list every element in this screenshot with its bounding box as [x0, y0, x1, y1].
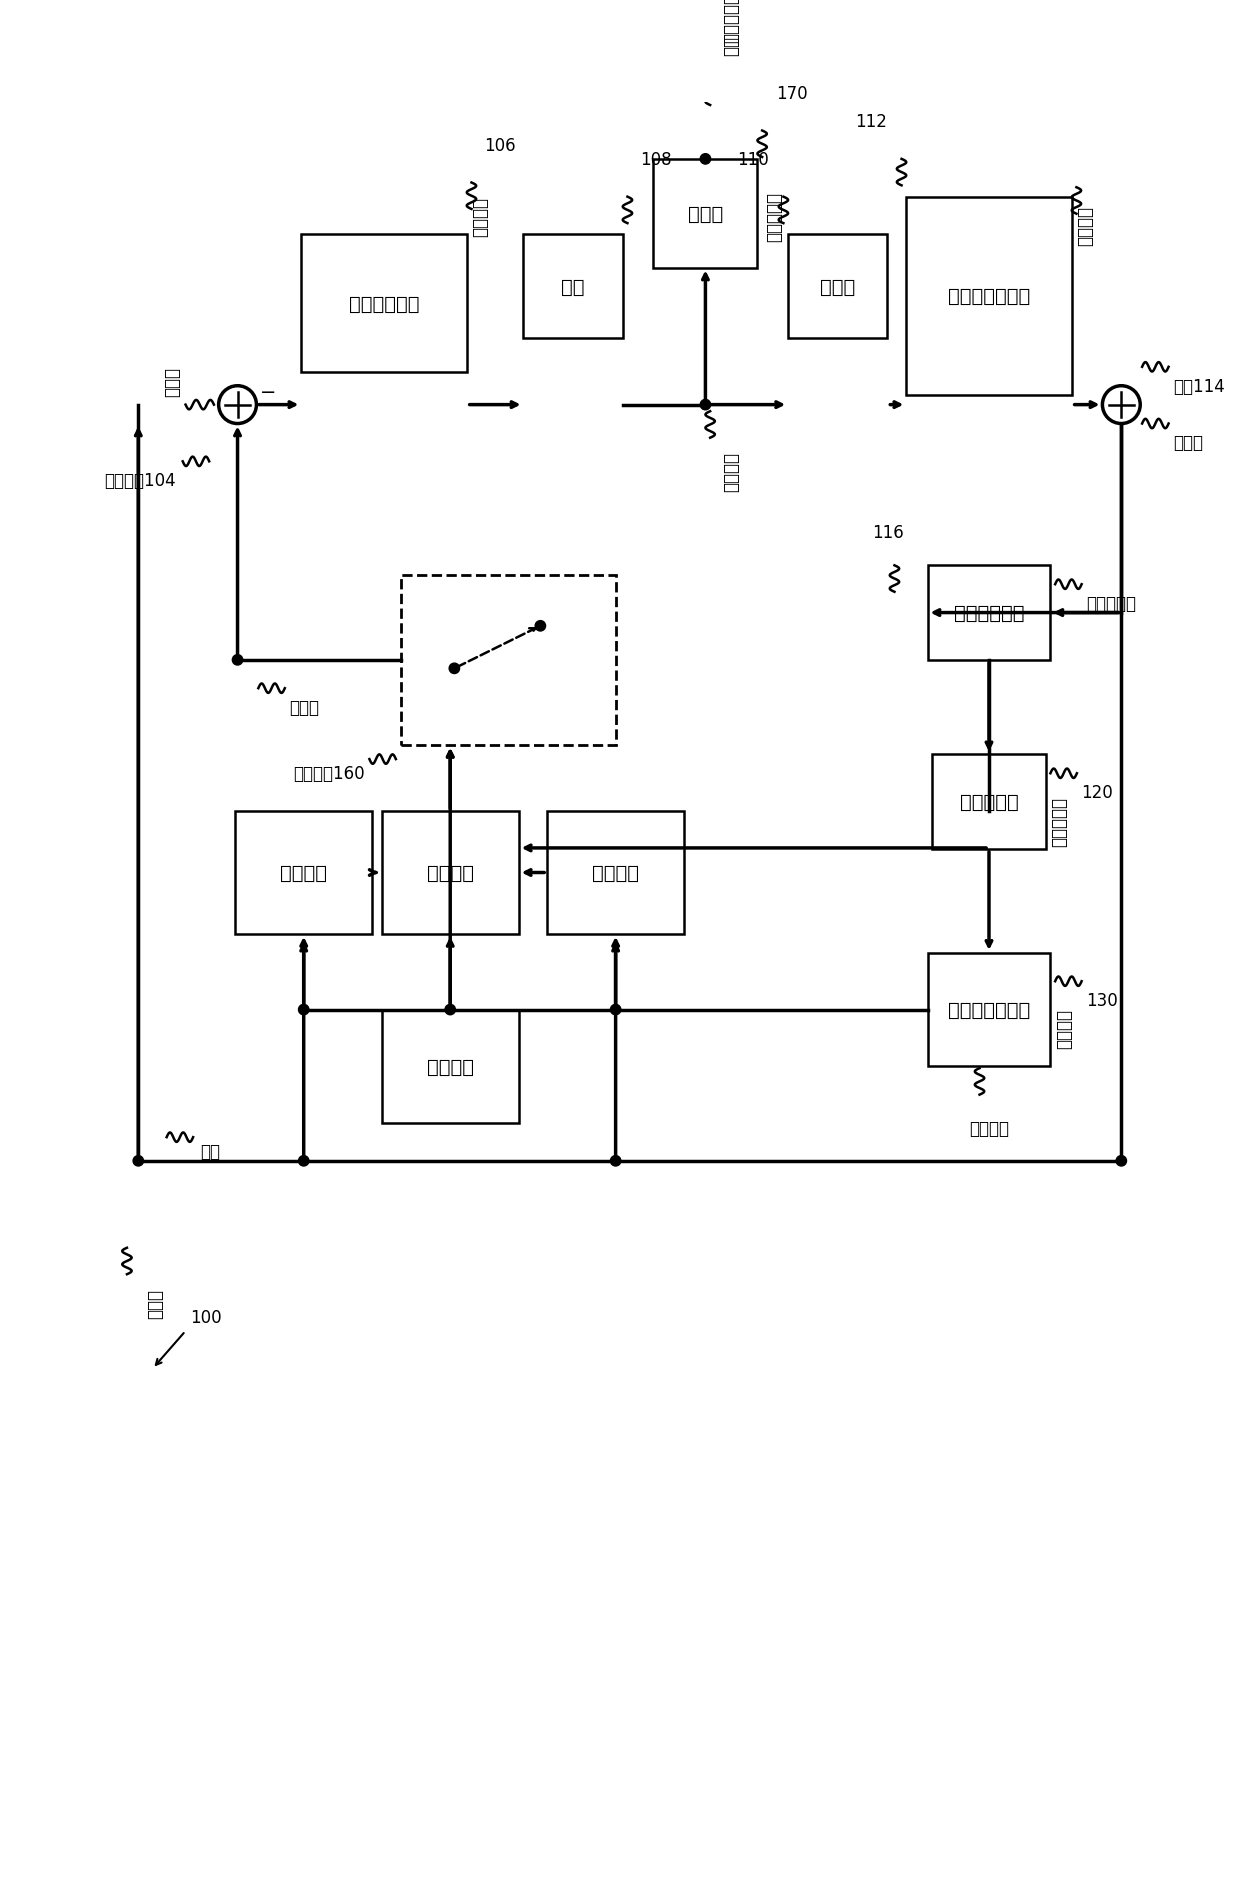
- Circle shape: [232, 655, 243, 666]
- Text: 解码图像缓冲器: 解码图像缓冲器: [947, 1001, 1030, 1020]
- Text: 130: 130: [1086, 992, 1118, 1009]
- Text: 量化系数: 量化系数: [723, 452, 740, 491]
- FancyBboxPatch shape: [523, 235, 622, 339]
- Circle shape: [449, 664, 460, 674]
- Text: 滤波后的块: 滤波后的块: [1050, 796, 1069, 847]
- Text: 重建114: 重建114: [1173, 378, 1225, 395]
- Text: 变换系数: 变换系数: [471, 196, 490, 237]
- Text: 变换（缩放）: 变换（缩放）: [348, 294, 419, 312]
- Text: 170: 170: [776, 85, 808, 104]
- Text: 量化: 量化: [562, 279, 585, 297]
- Text: 输出: 输出: [723, 36, 740, 56]
- FancyBboxPatch shape: [928, 954, 1050, 1067]
- Circle shape: [701, 401, 711, 410]
- FancyBboxPatch shape: [236, 811, 372, 935]
- Text: 解码图像: 解码图像: [1055, 1009, 1073, 1048]
- Circle shape: [1116, 1156, 1126, 1167]
- Circle shape: [299, 1156, 309, 1167]
- Text: 112: 112: [856, 113, 888, 132]
- Text: 帧间预测: 帧间预测: [427, 864, 474, 883]
- Text: （列）缓冲器: （列）缓冲器: [954, 604, 1024, 623]
- Circle shape: [701, 154, 711, 166]
- FancyBboxPatch shape: [932, 755, 1045, 849]
- Text: 重建块: 重建块: [1173, 435, 1203, 452]
- Text: 编码图像数据: 编码图像数据: [723, 0, 740, 43]
- Text: 残差计算104: 残差计算104: [104, 472, 176, 489]
- Text: 解码图像: 解码图像: [968, 1120, 1009, 1137]
- Text: 120: 120: [1081, 783, 1114, 802]
- Text: 预测块: 预测块: [289, 698, 320, 717]
- Text: 残差块: 残差块: [162, 367, 181, 397]
- Text: 100: 100: [190, 1308, 222, 1327]
- Text: 116: 116: [872, 523, 904, 542]
- Text: 熵编码: 熵编码: [688, 205, 723, 224]
- Circle shape: [299, 1005, 309, 1014]
- Text: 环路滤波器: 环路滤波器: [960, 792, 1018, 811]
- FancyBboxPatch shape: [928, 566, 1050, 661]
- Text: 帧内估计: 帧内估计: [593, 864, 639, 883]
- Text: 106: 106: [484, 137, 516, 154]
- Text: 输入: 输入: [200, 1142, 219, 1161]
- Text: 参考像素点: 参考像素点: [1086, 595, 1136, 614]
- Circle shape: [610, 1005, 621, 1014]
- FancyBboxPatch shape: [906, 198, 1071, 395]
- FancyBboxPatch shape: [789, 235, 888, 339]
- Text: 110: 110: [738, 151, 769, 169]
- Text: 模式选择160: 模式选择160: [293, 764, 365, 783]
- Text: 反量化系数: 反量化系数: [765, 192, 784, 241]
- Text: −: −: [260, 382, 277, 401]
- Text: 108: 108: [640, 151, 671, 169]
- Circle shape: [133, 1156, 144, 1167]
- Text: 逆变换块: 逆变换块: [1076, 205, 1095, 247]
- Text: 反量化: 反量化: [820, 279, 856, 297]
- FancyBboxPatch shape: [301, 235, 466, 373]
- FancyBboxPatch shape: [547, 811, 684, 935]
- Circle shape: [445, 1005, 455, 1014]
- FancyBboxPatch shape: [382, 811, 518, 935]
- FancyBboxPatch shape: [653, 160, 758, 269]
- FancyBboxPatch shape: [382, 1011, 518, 1124]
- Circle shape: [536, 621, 546, 632]
- Circle shape: [610, 1156, 621, 1167]
- Text: 帧间估计: 帧间估计: [280, 864, 327, 883]
- Text: 逆变换（缩放）: 逆变换（缩放）: [947, 288, 1030, 307]
- Text: 帧内预测: 帧内预测: [427, 1058, 474, 1077]
- Text: 图像块: 图像块: [146, 1287, 164, 1317]
